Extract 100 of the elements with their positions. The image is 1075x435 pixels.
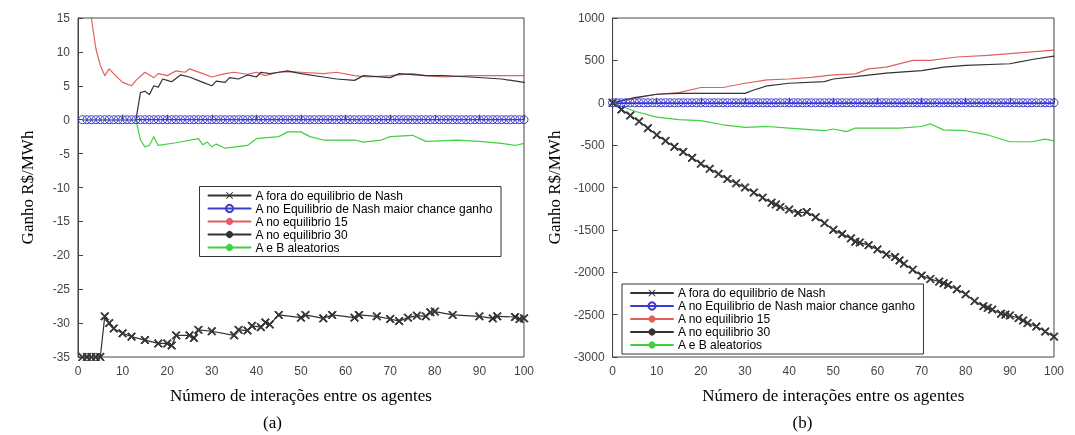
point	[784, 205, 794, 215]
y-tick-label: 1000	[577, 11, 605, 25]
point	[678, 147, 688, 157]
point	[917, 271, 927, 281]
point	[109, 324, 119, 334]
text: (b)	[792, 413, 813, 432]
point	[1040, 327, 1050, 337]
point	[793, 208, 803, 218]
x-tick-label: 80	[428, 364, 442, 378]
x-tick-label: 20	[160, 364, 175, 378]
x-tick-label: 100	[1043, 364, 1065, 378]
x-tick-label: 60	[870, 364, 885, 378]
point	[634, 116, 644, 126]
point	[519, 313, 529, 323]
point	[412, 311, 422, 321]
point	[758, 193, 768, 203]
legend-label: A fora do equilibrio de Nash	[678, 286, 826, 300]
point	[740, 183, 750, 192]
point	[207, 326, 217, 336]
point	[492, 311, 502, 321]
y-tick-label: -35	[52, 350, 71, 364]
point	[1031, 321, 1041, 331]
point	[127, 332, 137, 342]
y-tick-label: -20	[52, 248, 71, 263]
point	[837, 229, 847, 239]
legend-label: A e B aleatorios	[255, 240, 340, 255]
point	[705, 164, 715, 174]
y-tick-label: 0	[597, 95, 605, 110]
point	[987, 305, 997, 315]
point	[171, 330, 181, 340]
legend-label: A e B aleatorios	[678, 338, 763, 352]
point	[775, 202, 785, 212]
point	[925, 274, 935, 284]
y-tick-label: -25	[52, 282, 71, 297]
legend-label: A no equilibrio 30	[255, 227, 348, 242]
y-tick-label: 500	[584, 53, 605, 68]
y-axis-title: Ganho R$/MWh	[545, 130, 564, 245]
x-tick-label: 10	[650, 364, 664, 378]
point	[247, 321, 257, 331]
point	[1023, 318, 1033, 328]
point	[864, 240, 874, 250]
point	[95, 352, 105, 362]
x-axis-title: Número de interações entre os agentes	[702, 386, 965, 405]
point	[855, 238, 865, 248]
point	[872, 244, 882, 254]
point	[899, 259, 909, 269]
y-tick-label: -500	[580, 138, 605, 153]
y-tick-label: -5	[59, 146, 71, 161]
point	[372, 311, 382, 321]
point	[696, 159, 706, 169]
point	[153, 338, 163, 348]
x-tick-label: 70	[383, 364, 398, 378]
point	[327, 310, 337, 320]
point	[687, 153, 697, 163]
line-series	[81, 119, 525, 149]
y-tick-label: -1000	[573, 180, 605, 195]
point	[403, 313, 413, 323]
legend-label: A fora do equilibrio de Nash	[255, 188, 403, 203]
y-tick-label: 0	[63, 112, 71, 127]
y-axis-title: Ganho R$/MWh	[18, 130, 37, 245]
y-tick-label: -15	[52, 214, 71, 229]
x-tick-label: 70	[914, 364, 929, 378]
point	[943, 280, 953, 290]
x-tick-label: 40	[782, 364, 797, 378]
point	[118, 328, 128, 338]
point	[189, 333, 199, 343]
point	[819, 218, 829, 228]
point	[430, 307, 440, 317]
x-tick-label: 0	[609, 364, 617, 378]
point	[448, 310, 458, 320]
point	[714, 169, 724, 179]
point	[1005, 310, 1015, 320]
point	[802, 207, 812, 217]
y-tick-label: 5	[63, 78, 71, 93]
x-tick-label: 20	[694, 364, 708, 378]
x-tick-label: 60	[338, 364, 353, 378]
y-tick-label: -2000	[573, 265, 605, 280]
point	[354, 310, 364, 320]
point	[318, 313, 328, 323]
x-tick-label: 90	[1003, 364, 1017, 378]
point	[1049, 332, 1059, 342]
y-tick-label: -10	[52, 180, 71, 195]
y-tick-label: -3000	[573, 350, 605, 364]
point	[970, 296, 980, 306]
point	[952, 284, 962, 294]
y-tick-label: -30	[52, 316, 71, 331]
point	[881, 249, 891, 259]
point	[669, 142, 679, 152]
point	[394, 316, 404, 326]
point	[300, 310, 310, 320]
text: (a)	[263, 413, 282, 432]
point	[474, 311, 484, 321]
y-tick-label: 15	[56, 11, 71, 25]
point	[811, 212, 821, 222]
legend-label: A no equilibrio 30	[678, 325, 771, 339]
legend-label: A no Equilibrio de Nash maior chance ganho	[678, 299, 916, 313]
line-series	[90, 17, 525, 87]
point	[385, 314, 395, 324]
point	[961, 289, 971, 299]
point	[193, 325, 203, 335]
